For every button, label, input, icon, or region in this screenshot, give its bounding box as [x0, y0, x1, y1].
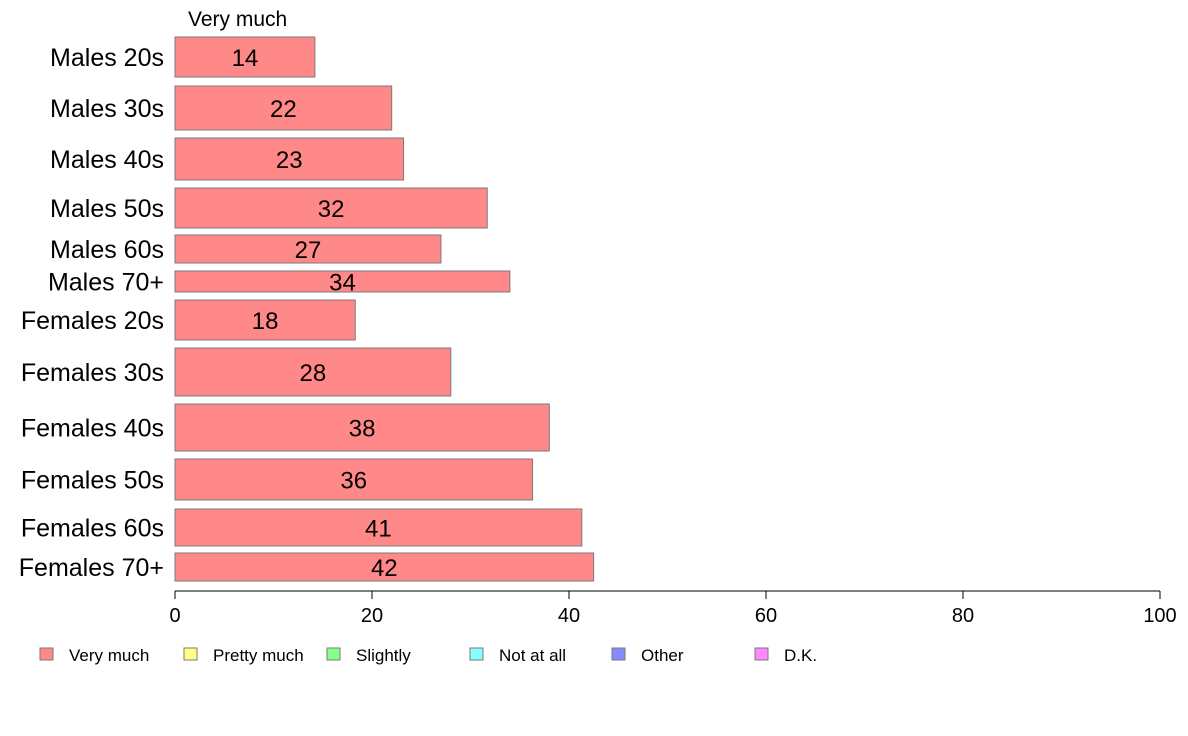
- x-tick-label: 40: [558, 605, 580, 627]
- legend-swatch: [326, 647, 341, 661]
- x-tick-label: 60: [755, 605, 777, 627]
- bar: [174, 347, 452, 397]
- bar-value-label: 41: [365, 516, 392, 543]
- category-label: Males 70+: [48, 269, 164, 297]
- legend: Very much Pretty much Slightly Not at all Ot…: [39, 646, 817, 665]
- bars: [174, 36, 595, 582]
- x-tick-label: 0: [169, 605, 180, 627]
- legend-swatch: [39, 647, 54, 661]
- bar: [174, 270, 511, 293]
- x-axis: 0 20 40 60 80 100: [169, 590, 1177, 627]
- category-label: Females 20s: [21, 307, 164, 335]
- category-labels: Males 20s Males 30s Males 40s Males 50s Male…: [19, 44, 164, 582]
- bar-value-label: 14: [232, 45, 259, 72]
- legend-swatch: [183, 647, 198, 661]
- bar-value-label: 27: [295, 237, 322, 264]
- category-label: Males 40s: [50, 146, 164, 174]
- bar-value-label: 22: [270, 96, 297, 123]
- legend-label: Slightly: [356, 646, 411, 665]
- legend-swatch: [611, 647, 626, 661]
- legend-label: D.K.: [784, 646, 817, 665]
- bar-value-label: 42: [371, 555, 398, 582]
- bar: [174, 299, 356, 341]
- bar-value-label: 23: [276, 147, 303, 174]
- bar: [174, 508, 583, 547]
- bar-value-label: 28: [300, 360, 327, 387]
- legend-label: Very much: [69, 646, 149, 665]
- bar-value-label: 36: [340, 468, 367, 495]
- bar: [174, 85, 393, 131]
- x-tick-label: 20: [361, 605, 383, 627]
- x-tick-label: 80: [952, 605, 974, 627]
- legend-label: Other: [641, 646, 684, 665]
- series-column-header: Very much: [188, 8, 287, 31]
- bar-value-label: 38: [349, 416, 376, 443]
- category-label: Females 50s: [21, 467, 164, 495]
- category-label: Males 60s: [50, 236, 164, 264]
- bar-value-label: 18: [252, 308, 279, 335]
- x-tick-label: 100: [1143, 605, 1176, 627]
- bar: [174, 458, 534, 501]
- category-label: Females 60s: [21, 515, 164, 543]
- category-label: Females 70+: [19, 554, 164, 582]
- legend-swatch: [469, 647, 484, 661]
- bar: [174, 403, 550, 452]
- bar-value-label: 32: [318, 196, 345, 223]
- category-label: Males 20s: [50, 44, 164, 72]
- legend-label: Pretty much: [213, 646, 304, 665]
- value-labels: 14 22 23 32 27 34 18 28 38 36 41 42: [232, 45, 398, 582]
- bar: [174, 187, 488, 229]
- legend-label: Not at all: [499, 646, 566, 665]
- bar: [174, 552, 595, 582]
- bar: [174, 36, 316, 78]
- legend-swatch: [754, 647, 769, 661]
- category-label: Males 30s: [50, 95, 164, 123]
- bar: [174, 234, 442, 264]
- category-label: Females 40s: [21, 415, 164, 443]
- category-label: Males 50s: [50, 195, 164, 223]
- bar-value-label: 34: [329, 270, 356, 297]
- bar: [174, 137, 405, 181]
- category-label: Females 30s: [21, 359, 164, 387]
